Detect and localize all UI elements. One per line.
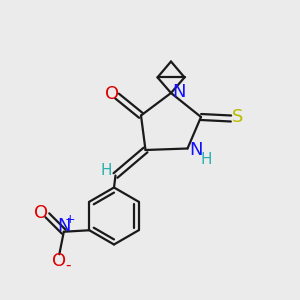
Text: O: O [104, 85, 119, 103]
Text: O: O [34, 204, 48, 222]
Text: N: N [173, 83, 186, 101]
Text: S: S [232, 108, 243, 126]
Text: N: N [57, 217, 70, 235]
Text: -: - [65, 258, 70, 273]
Text: N: N [189, 141, 203, 159]
Text: +: + [65, 213, 76, 226]
Text: H: H [100, 163, 112, 178]
Text: O: O [52, 252, 66, 270]
Text: H: H [200, 152, 212, 166]
